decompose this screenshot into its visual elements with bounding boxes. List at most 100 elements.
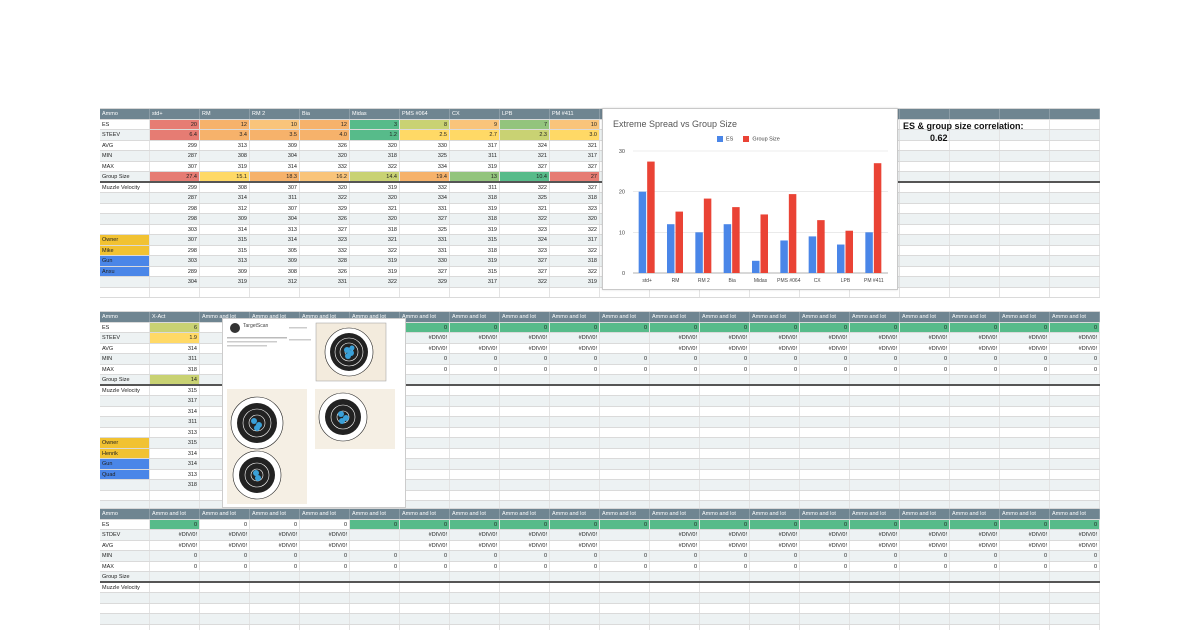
table-cell[interactable] — [1050, 287, 1100, 297]
table-cell[interactable] — [950, 277, 1000, 287]
table-cell[interactable] — [850, 480, 900, 490]
table-cell[interactable]: #DIV/0! — [200, 540, 250, 550]
table-cell[interactable] — [150, 501, 200, 511]
table-cell[interactable] — [300, 287, 350, 297]
row-label[interactable]: MIN — [100, 354, 150, 364]
table-cell[interactable] — [450, 287, 500, 297]
table-cell[interactable] — [950, 501, 1000, 511]
table-cell[interactable] — [650, 572, 700, 581]
table-cell[interactable] — [1000, 385, 1050, 395]
table-cell[interactable]: #DIV/0! — [1000, 530, 1050, 540]
table-cell[interactable]: 309 — [200, 214, 250, 224]
table-cell[interactable] — [500, 501, 550, 511]
table-cell[interactable]: #DIV/0! — [900, 343, 950, 353]
table-cell[interactable]: 0 — [700, 519, 750, 529]
table-cell[interactable] — [950, 256, 1000, 266]
table-cell[interactable]: 320 — [550, 214, 600, 224]
table-cell[interactable] — [150, 614, 200, 624]
table-cell[interactable]: 323 — [500, 245, 550, 255]
table-cell[interactable]: 315 — [450, 235, 500, 245]
table-cell[interactable]: #DIV/0! — [950, 333, 1000, 343]
row-label[interactable] — [100, 396, 150, 406]
table-cell[interactable]: 0 — [950, 551, 1000, 561]
table-cell[interactable]: 322 — [500, 277, 550, 287]
table-cell[interactable] — [800, 501, 850, 511]
column-header[interactable]: Ammo and lot — [1050, 509, 1100, 519]
table-cell[interactable]: 317 — [450, 140, 500, 150]
table-cell[interactable]: 317 — [150, 396, 200, 406]
bar-group-size[interactable] — [647, 161, 655, 273]
table-cell[interactable]: #DIV/0! — [550, 540, 600, 550]
table-cell[interactable]: 0 — [500, 364, 550, 374]
column-header[interactable]: std+ — [150, 109, 200, 119]
table-cell[interactable] — [1000, 417, 1050, 427]
table-cell[interactable] — [500, 480, 550, 490]
table-cell[interactable] — [950, 130, 1000, 140]
table-cell[interactable]: 0 — [750, 364, 800, 374]
table-cell[interactable] — [1050, 277, 1100, 287]
table-cell[interactable]: 322 — [350, 161, 400, 171]
table-cell[interactable]: 0 — [500, 561, 550, 571]
table-cell[interactable]: 304 — [150, 277, 200, 287]
bar-es[interactable] — [780, 240, 788, 273]
table-cell[interactable] — [1050, 119, 1100, 129]
table-cell[interactable] — [650, 603, 700, 613]
table-cell[interactable]: 315 — [200, 235, 250, 245]
table-cell[interactable] — [600, 603, 650, 613]
column-header[interactable]: Ammo and lot — [400, 312, 450, 322]
table-cell[interactable]: 0 — [500, 551, 550, 561]
table-cell[interactable] — [200, 287, 250, 297]
table-cell[interactable]: 314 — [250, 235, 300, 245]
table-cell[interactable]: 14.4 — [350, 172, 400, 181]
table-cell[interactable] — [950, 287, 1000, 297]
table-cell[interactable] — [850, 438, 900, 448]
table-cell[interactable]: 19.4 — [400, 172, 450, 181]
table-cell[interactable] — [650, 438, 700, 448]
table-cell[interactable] — [1000, 593, 1050, 603]
column-header[interactable]: Ammo and lot — [550, 509, 600, 519]
table-cell[interactable]: 320 — [350, 140, 400, 150]
table-cell[interactable] — [850, 245, 900, 255]
table-cell[interactable]: 325 — [500, 193, 550, 203]
table-cell[interactable] — [900, 266, 950, 276]
table-cell[interactable] — [700, 501, 750, 511]
table-cell[interactable]: 315 — [450, 266, 500, 276]
table-cell[interactable] — [650, 459, 700, 469]
table-cell[interactable] — [450, 469, 500, 479]
table-cell[interactable]: 0 — [200, 519, 250, 529]
table-cell[interactable] — [800, 396, 850, 406]
table-cell[interactable] — [900, 277, 950, 287]
table-cell[interactable] — [1000, 214, 1050, 224]
table-cell[interactable] — [400, 448, 450, 458]
table-cell[interactable] — [1000, 140, 1050, 150]
table-cell[interactable] — [1050, 266, 1100, 276]
table-cell[interactable] — [900, 214, 950, 224]
table-cell[interactable]: 0 — [300, 551, 350, 561]
table-cell[interactable] — [900, 417, 950, 427]
table-cell[interactable]: #DIV/0! — [300, 530, 350, 540]
table-cell[interactable] — [700, 287, 750, 297]
table-cell[interactable]: #DIV/0! — [950, 540, 1000, 550]
table-cell[interactable] — [400, 469, 450, 479]
table-cell[interactable] — [550, 396, 600, 406]
table-cell[interactable] — [350, 593, 400, 603]
column-header[interactable] — [950, 109, 1000, 119]
table-cell[interactable]: 0 — [250, 519, 300, 529]
table-cell[interactable] — [1000, 624, 1050, 630]
table-cell[interactable]: #DIV/0! — [850, 540, 900, 550]
table-cell[interactable]: 318 — [150, 480, 200, 490]
table-cell[interactable] — [400, 417, 450, 427]
table-cell[interactable]: 311 — [450, 182, 500, 192]
table-cell[interactable] — [950, 614, 1000, 624]
table-cell[interactable]: 319 — [450, 161, 500, 171]
table-cell[interactable] — [1050, 593, 1100, 603]
table-cell[interactable] — [350, 614, 400, 624]
table-cell[interactable]: 0 — [900, 561, 950, 571]
table-cell[interactable]: 8 — [400, 119, 450, 129]
column-header[interactable]: Ammo and lot — [600, 509, 650, 519]
table-cell[interactable] — [300, 614, 350, 624]
table-cell[interactable] — [900, 582, 950, 592]
table-cell[interactable]: #DIV/0! — [1050, 540, 1100, 550]
table-cell[interactable] — [1050, 459, 1100, 469]
table-cell[interactable] — [1000, 490, 1050, 500]
